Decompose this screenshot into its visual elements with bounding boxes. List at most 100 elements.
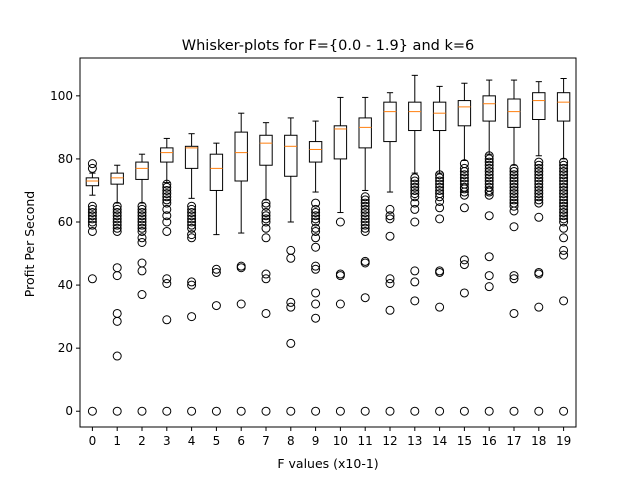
outlier-point — [162, 217, 172, 227]
outlier-point — [187, 277, 197, 287]
outlier-point — [534, 182, 544, 192]
outlier-point — [311, 226, 321, 236]
outlier-point — [311, 313, 321, 323]
outlier-point — [137, 258, 147, 268]
outlier-point — [360, 220, 370, 230]
outlier-point — [559, 192, 569, 202]
outlier-point — [534, 198, 544, 208]
outlier-point — [435, 179, 445, 189]
y-tick-label: 40 — [58, 278, 73, 292]
outlier-point — [137, 208, 147, 218]
outlier-point — [137, 211, 147, 221]
outlier-point — [261, 208, 271, 218]
outlier-point — [559, 250, 569, 260]
outlier-point — [187, 280, 197, 290]
outlier-point — [162, 226, 172, 236]
outlier-point — [360, 195, 370, 205]
outlier-point — [187, 233, 197, 243]
outlier-point — [112, 211, 122, 221]
outlier-point — [360, 192, 370, 202]
outlier-point — [459, 173, 469, 183]
box-iqr — [160, 147, 174, 163]
outlier-point — [87, 217, 97, 227]
outlier-point — [435, 189, 445, 199]
outlier-point — [311, 288, 321, 298]
outlier-point — [360, 256, 370, 266]
box-iqr — [507, 98, 521, 128]
outlier-point — [261, 214, 271, 224]
outlier-point — [261, 308, 271, 318]
outlier-point — [112, 204, 122, 214]
outlier-point — [385, 305, 395, 315]
outlier-point — [534, 160, 544, 170]
outlier-point — [459, 163, 469, 173]
outlier-point — [509, 201, 519, 211]
outlier-point — [112, 263, 122, 273]
x-tick-label: 7 — [262, 434, 270, 448]
outlier-point — [410, 266, 420, 276]
outlier-point — [410, 192, 420, 202]
outlier-point — [137, 238, 147, 247]
outlier-point — [410, 189, 420, 199]
outlier-point — [87, 204, 97, 214]
box-iqr — [432, 101, 447, 132]
x-tick-label: 19 — [556, 434, 571, 448]
outlier-point — [187, 312, 197, 322]
x-tick-label: 2 — [138, 434, 146, 448]
outlier-point — [484, 211, 494, 221]
x-tick-label: 14 — [432, 434, 447, 448]
outlier-point — [112, 208, 122, 218]
outlier-point — [311, 208, 321, 218]
outlier-point — [559, 179, 569, 189]
y-tick-label: 100 — [50, 89, 73, 103]
outlier-point — [509, 406, 519, 416]
outlier-point — [509, 179, 519, 189]
outlier-point — [509, 198, 519, 208]
outlier-point — [559, 296, 569, 306]
outlier-point — [137, 220, 147, 230]
outlier-point — [360, 208, 370, 218]
outlier-point — [137, 406, 147, 416]
outlier-point — [385, 211, 395, 221]
outlier-point — [435, 173, 445, 183]
outlier-point — [410, 179, 420, 189]
outlier-point — [559, 204, 569, 214]
outlier-point — [162, 189, 172, 199]
box-iqr — [184, 145, 199, 169]
outlier-point — [534, 267, 544, 277]
outlier-point — [509, 195, 519, 205]
outlier-point — [162, 279, 172, 288]
outlier-point — [435, 170, 445, 180]
outlier-point — [211, 264, 221, 274]
outlier-point — [137, 233, 147, 243]
outlier-point — [534, 212, 544, 222]
box-iqr — [308, 141, 323, 163]
outlier-point — [261, 211, 271, 221]
outlier-point — [87, 201, 97, 211]
outlier-point — [87, 226, 97, 236]
outlier-point — [162, 211, 172, 221]
outlier-point — [484, 170, 494, 180]
outlier-point — [261, 233, 271, 243]
outlier-point — [187, 223, 197, 233]
outlier-point — [87, 274, 97, 284]
outlier-point — [459, 260, 469, 270]
outlier-point — [534, 185, 544, 195]
outlier-point — [509, 185, 519, 195]
outlier-point — [534, 179, 544, 189]
outlier-point — [311, 223, 321, 233]
outlier-point — [187, 406, 197, 416]
outlier-point — [559, 223, 569, 233]
outlier-point — [559, 157, 569, 167]
outlier-point — [509, 176, 519, 186]
box-iqr — [85, 177, 100, 187]
outlier-point — [261, 274, 271, 284]
outlier-point — [87, 163, 97, 173]
outlier-point — [211, 301, 221, 311]
outlier-point — [509, 308, 519, 318]
outlier-point — [187, 211, 197, 221]
outlier-point — [459, 182, 469, 192]
outlier-point — [236, 299, 246, 309]
outlier-point — [509, 192, 519, 202]
